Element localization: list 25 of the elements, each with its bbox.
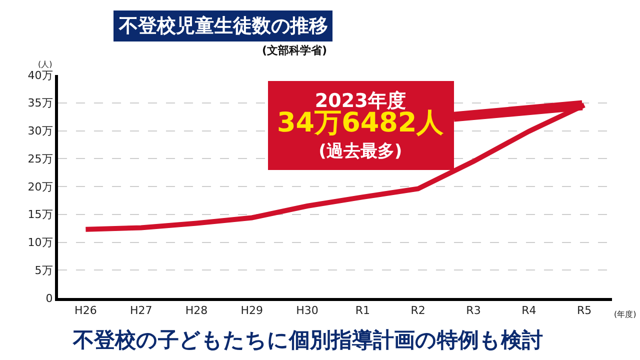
y-tick-label: 10万 (28, 236, 53, 250)
x-tick-label: H29 (240, 304, 264, 318)
x-tick-label: R5 (576, 304, 592, 318)
chart-title: 不登校児童生徒数の推移 (118, 15, 328, 37)
y-axis-title: (人) (38, 60, 52, 69)
text: (文部科学省) (262, 44, 328, 57)
x-tick-label: R4 (522, 304, 536, 318)
x-tick-label: H30 (296, 304, 318, 318)
x-tick-label: R1 (355, 304, 370, 318)
y-tick-label: 20万 (28, 180, 53, 194)
annotation: 2023年度 34万6482人 (過去最多) (277, 90, 445, 162)
y-tick-label: 40万 (28, 68, 53, 82)
y-tick-label: 35万 (28, 96, 53, 110)
text: 不登校の子どもたちに個別指導計画の特例も検討 (72, 328, 543, 352)
x-tick-label: H26 (74, 304, 97, 318)
x-tick-label: R2 (410, 304, 426, 318)
y-tick-label: 5万 (34, 264, 53, 277)
x-tick-label: H28 (185, 304, 208, 318)
y-tick-label: 30万 (28, 124, 53, 138)
x-axis-title: (年度) (614, 310, 636, 319)
y-tick-label: 15万 (28, 208, 53, 222)
y-tick-label: 0 (46, 292, 53, 305)
x-tick-label: H27 (130, 304, 152, 318)
y-tick-label: 25万 (28, 152, 53, 166)
x-tick-label: R3 (466, 304, 481, 318)
